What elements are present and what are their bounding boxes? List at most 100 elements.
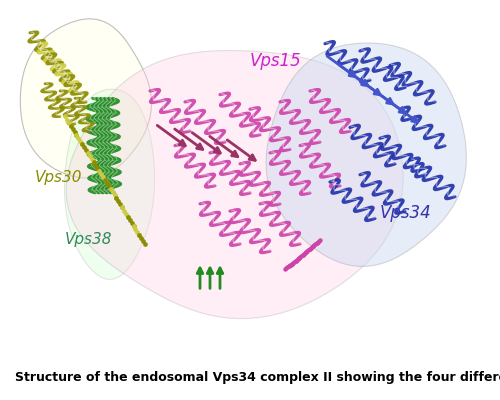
- Point: [312, 241, 320, 247]
- Point: [84, 150, 92, 156]
- Text: Vps30: Vps30: [35, 170, 82, 185]
- Point: [289, 259, 297, 266]
- Point: [130, 222, 138, 229]
- Point: [316, 237, 324, 244]
- Polygon shape: [64, 89, 154, 279]
- Point: [309, 243, 317, 249]
- Polygon shape: [266, 43, 466, 266]
- Point: [294, 256, 302, 262]
- Polygon shape: [20, 19, 152, 178]
- Point: [296, 254, 304, 260]
- Point: [86, 153, 94, 159]
- Point: [106, 186, 114, 192]
- Point: [308, 244, 316, 250]
- Point: [301, 250, 309, 256]
- Point: [136, 232, 143, 238]
- Point: [302, 249, 310, 255]
- Point: [286, 262, 294, 269]
- Point: [66, 122, 74, 129]
- Point: [84, 150, 92, 156]
- Text: Vps34: Vps34: [380, 204, 432, 222]
- Point: [292, 258, 300, 264]
- Point: [128, 220, 136, 226]
- Point: [120, 207, 128, 214]
- Text: Vps38: Vps38: [65, 232, 112, 247]
- Point: [90, 159, 98, 165]
- Point: [284, 263, 292, 270]
- Point: [139, 238, 147, 244]
- Point: [78, 140, 86, 147]
- Text: Vps15: Vps15: [250, 52, 302, 70]
- Point: [72, 132, 80, 138]
- Point: [112, 195, 120, 202]
- Point: [122, 210, 130, 217]
- Point: [124, 213, 132, 220]
- Point: [99, 174, 107, 180]
- Point: [70, 128, 78, 135]
- Point: [295, 254, 303, 261]
- Point: [303, 248, 311, 254]
- Point: [312, 240, 320, 246]
- Point: [284, 263, 292, 270]
- Point: [101, 177, 109, 183]
- Point: [103, 180, 111, 186]
- Point: [302, 249, 310, 255]
- Point: [312, 240, 320, 246]
- Point: [126, 216, 134, 223]
- Point: [314, 239, 322, 245]
- Point: [88, 156, 96, 162]
- Point: [292, 258, 300, 264]
- Point: [97, 171, 105, 177]
- Point: [315, 238, 323, 244]
- Point: [108, 189, 116, 196]
- Point: [96, 168, 104, 174]
- Point: [300, 251, 308, 257]
- Point: [74, 134, 82, 141]
- Point: [130, 222, 138, 229]
- Point: [61, 113, 69, 120]
- Point: [141, 241, 149, 247]
- Point: [65, 119, 73, 126]
- Point: [288, 260, 296, 267]
- Point: [298, 252, 306, 258]
- Point: [124, 213, 132, 220]
- Point: [118, 204, 126, 211]
- Polygon shape: [66, 50, 403, 319]
- Point: [82, 147, 90, 153]
- Point: [282, 265, 290, 272]
- Point: [309, 243, 317, 249]
- Point: [284, 264, 292, 271]
- Point: [292, 256, 300, 263]
- Point: [72, 132, 80, 138]
- Point: [295, 254, 303, 261]
- Point: [112, 195, 120, 202]
- Point: [118, 204, 126, 211]
- Point: [78, 140, 86, 147]
- Point: [68, 126, 76, 132]
- Point: [80, 144, 88, 150]
- Point: [106, 186, 114, 192]
- Point: [132, 226, 140, 232]
- Point: [137, 235, 145, 241]
- Point: [136, 232, 143, 238]
- Point: [310, 242, 318, 248]
- Point: [288, 260, 296, 267]
- Point: [134, 228, 141, 235]
- Point: [287, 261, 295, 268]
- Point: [94, 165, 102, 171]
- Point: [306, 245, 314, 251]
- Point: [96, 168, 104, 174]
- Point: [290, 258, 298, 265]
- Point: [76, 138, 84, 144]
- Point: [304, 247, 312, 253]
- Point: [114, 198, 122, 205]
- Point: [281, 266, 289, 272]
- Point: [298, 252, 306, 258]
- Point: [90, 159, 98, 165]
- Point: [105, 183, 113, 190]
- Point: [116, 201, 124, 208]
- Point: [101, 177, 109, 183]
- Point: [306, 246, 314, 252]
- Point: [298, 252, 306, 259]
- Text: Structure of the endosomal Vps34 complex II showing the four different subunits.: Structure of the endosomal Vps34 complex…: [15, 372, 500, 384]
